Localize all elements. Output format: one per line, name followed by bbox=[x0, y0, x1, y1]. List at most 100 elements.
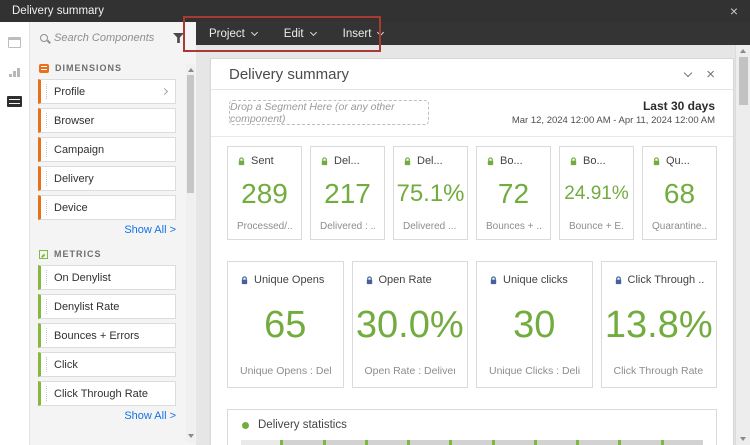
metric-card-value: 217 bbox=[324, 178, 371, 209]
scroll-up-icon[interactable] bbox=[740, 49, 746, 53]
main-scrollbar[interactable] bbox=[735, 45, 750, 445]
menu-project[interactable]: Project bbox=[209, 27, 258, 40]
metric-card-title: Sent bbox=[251, 155, 274, 167]
panels-icon[interactable] bbox=[8, 37, 21, 48]
metric-card-subtitle: Processed/... bbox=[237, 221, 292, 232]
metric-card-quarantine[interactable]: Qu... 68 Quarantine... bbox=[642, 146, 717, 240]
scrollbar-thumb[interactable] bbox=[738, 57, 748, 105]
sidebar-item-profile[interactable]: Profile bbox=[38, 79, 176, 104]
window-close-icon[interactable]: × bbox=[729, 3, 738, 19]
scroll-up-icon[interactable] bbox=[187, 68, 194, 72]
menu-edit[interactable]: Edit bbox=[283, 27, 317, 40]
grip-dots-icon bbox=[46, 200, 47, 215]
sidebar-item-delivery[interactable]: Delivery bbox=[38, 166, 176, 191]
metric-card-open-rate[interactable]: Open Rate 30.0% Open Rate : Delivery bbox=[351, 261, 468, 388]
search-input[interactable] bbox=[54, 32, 167, 44]
sidebar-item-click-through-rate[interactable]: Click Through Rate bbox=[38, 381, 176, 406]
lock-icon bbox=[403, 156, 412, 166]
scroll-down-icon[interactable] bbox=[740, 437, 746, 441]
window-titlebar: Delivery summary × bbox=[0, 0, 750, 22]
metric-card-bounce-rate[interactable]: Bo... 24.91% Bounce + E... bbox=[559, 146, 634, 240]
scroll-down-icon[interactable] bbox=[187, 434, 194, 438]
metric-card-value: 30 bbox=[513, 304, 556, 346]
lock-icon bbox=[365, 275, 374, 285]
metric-card-unique-clicks[interactable]: Unique clicks 30 Unique Clicks : Deliver… bbox=[476, 261, 593, 388]
sidebar-item-label: Campaign bbox=[54, 143, 105, 156]
table-header-cell bbox=[491, 440, 534, 445]
panel-close-icon[interactable]: × bbox=[706, 65, 715, 83]
sidebar-item-campaign[interactable]: Campaign bbox=[38, 137, 176, 162]
sidebar-scrollbar[interactable] bbox=[186, 64, 195, 442]
menu-project-label: Project bbox=[209, 27, 245, 40]
sidebar-item-device[interactable]: Device bbox=[38, 195, 176, 220]
window-title: Delivery summary bbox=[12, 5, 105, 17]
lock-icon bbox=[486, 156, 495, 166]
metric-card-subtitle: Delivered ... bbox=[403, 221, 457, 232]
metric-card-subtitle: Unique Clicks : Delivery bbox=[489, 365, 580, 377]
segment-drop-zone[interactable]: Drop a Segment Here (or any other compon… bbox=[229, 100, 429, 125]
grip-dots-icon bbox=[46, 171, 47, 186]
metric-card-bounces[interactable]: Bo... 72 Bounces + ... bbox=[476, 146, 551, 240]
grip-dots-icon bbox=[46, 328, 47, 343]
metric-card-delivered-rate[interactable]: Del... 75.1% Delivered ... bbox=[393, 146, 468, 240]
metric-card-title: Bo... bbox=[500, 155, 523, 167]
chevron-down-icon bbox=[377, 28, 385, 36]
status-dot-icon bbox=[242, 421, 249, 429]
metric-card-sent[interactable]: Sent 289 Processed/... bbox=[227, 146, 302, 240]
metrics-show-all-link[interactable]: Show All > bbox=[124, 410, 176, 422]
sidebar-item-browser[interactable]: Browser bbox=[38, 108, 176, 133]
sidebar-item-bounces-errors[interactable]: Bounces + Errors bbox=[38, 323, 176, 348]
lock-icon bbox=[569, 156, 578, 166]
components-icon[interactable] bbox=[7, 96, 22, 107]
metric-card-value: 289 bbox=[241, 178, 288, 209]
grip-dots-icon bbox=[46, 142, 47, 157]
lock-icon bbox=[489, 275, 498, 285]
collapse-chevron-icon[interactable] bbox=[683, 68, 693, 77]
table-header-cell bbox=[364, 440, 408, 445]
metric-card-title: Qu... bbox=[666, 155, 690, 167]
sidebar-item-click[interactable]: Click bbox=[38, 352, 176, 377]
search-icon bbox=[40, 34, 48, 42]
metric-card-title: Del... bbox=[417, 155, 443, 167]
workspace-content: Delivery summary × Drop a Segment Here (… bbox=[196, 45, 750, 445]
sidebar-item-label: Click Through Rate bbox=[54, 387, 148, 400]
panel-header: Delivery summary × bbox=[211, 59, 733, 90]
metric-card-value: 24.91% bbox=[564, 183, 629, 204]
menu-insert-label: Insert bbox=[342, 27, 372, 40]
table-header-cell bbox=[407, 440, 450, 445]
date-range-picker[interactable]: Last 30 days Mar 12, 2024 12:00 AM - Apr… bbox=[512, 99, 715, 126]
statistics-table-header-row[interactable] bbox=[241, 440, 703, 445]
dimensions-header: DIMENSIONS bbox=[39, 63, 186, 73]
metric-card-value: 72 bbox=[497, 178, 530, 209]
visualizations-icon[interactable] bbox=[8, 67, 22, 77]
metric-card-title: Click Through ... bbox=[627, 274, 705, 286]
metric-card-title: Bo... bbox=[583, 155, 606, 167]
panel-title: Delivery summary bbox=[229, 65, 350, 83]
menu-insert[interactable]: Insert bbox=[342, 27, 385, 40]
grip-dots-icon bbox=[46, 270, 47, 285]
component-search-row bbox=[30, 22, 196, 54]
table-header-cell bbox=[660, 440, 703, 445]
filter-icon[interactable] bbox=[173, 33, 184, 43]
grip-dots-icon bbox=[46, 386, 47, 401]
sidebar-item-label: Delivery bbox=[54, 172, 94, 185]
lock-icon bbox=[237, 156, 246, 166]
left-icon-rail bbox=[0, 22, 30, 445]
scrollbar-thumb[interactable] bbox=[187, 75, 194, 193]
metric-card-title: Del... bbox=[334, 155, 360, 167]
sidebar-item-denylist-rate[interactable]: Denylist Rate bbox=[38, 294, 176, 319]
dimensions-show-all-link[interactable]: Show All > bbox=[124, 224, 176, 236]
sidebar-item-on-denylist[interactable]: On Denylist bbox=[38, 265, 176, 290]
chevron-down-icon bbox=[250, 28, 258, 36]
metric-card-click-through-rate[interactable]: Click Through ... 13.8% Click Through Ra… bbox=[600, 261, 717, 388]
sidebar-item-label: Denylist Rate bbox=[54, 300, 120, 313]
date-range-label: Last 30 days bbox=[642, 99, 715, 113]
metric-card-unique-opens[interactable]: Unique Opens 65 Unique Opens : Delivery bbox=[227, 261, 344, 388]
table-header-cell bbox=[449, 440, 492, 445]
menu-edit-label: Edit bbox=[283, 27, 304, 40]
metric-card-value: 65 bbox=[264, 304, 307, 346]
metric-card-delivered[interactable]: Del... 217 Delivered : ... bbox=[310, 146, 385, 240]
metric-card-subtitle: Bounces + ... bbox=[486, 221, 541, 232]
chevron-right-icon bbox=[160, 87, 169, 96]
sidebar-item-label: On Denylist bbox=[54, 271, 111, 284]
